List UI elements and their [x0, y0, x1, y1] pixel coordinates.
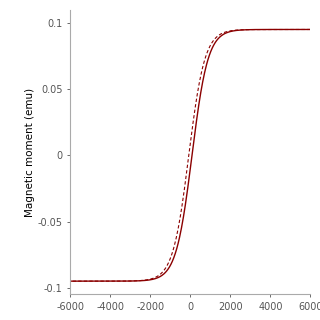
Y-axis label: Magnetic moment (emu): Magnetic moment (emu) — [25, 87, 35, 217]
